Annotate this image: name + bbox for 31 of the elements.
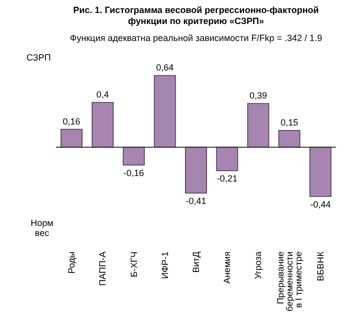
bar — [185, 146, 207, 194]
bar — [278, 130, 300, 148]
x-tick-label: Б-ХГЧ — [128, 252, 139, 278]
data-label: 0,39 — [249, 90, 267, 101]
data-label: -0,44 — [310, 199, 331, 210]
x-tick-label: ИФР-1 — [160, 252, 170, 279]
x-tick-label: Прерывание беременности в I триместре — [275, 252, 304, 312]
data-label: 0,4 — [96, 89, 109, 100]
chart-subtitle: Функция адекватна реальной зависимости F/Fkp = .342 / 1.9 — [70, 33, 322, 43]
x-tick-label: Анемия — [222, 251, 232, 284]
data-label: 0,15 — [280, 117, 298, 128]
bar — [216, 146, 238, 172]
data-label: -0,41 — [186, 196, 206, 206]
data-label: -0,21 — [216, 174, 238, 184]
text: Норм вес — [30, 218, 54, 238]
bar — [309, 146, 332, 197]
bar — [60, 128, 83, 148]
x-tick-label: Роды — [66, 252, 77, 274]
bar — [247, 103, 270, 148]
bar — [154, 75, 176, 148]
bar — [92, 102, 114, 148]
y-axis-title: СЗРП — [26, 52, 51, 62]
x-tick-label: ВитД — [191, 252, 201, 273]
x-tick-label: Угроза — [253, 252, 264, 280]
data-label: 0,16 — [62, 116, 80, 126]
x-tick-label: ПАПП-А — [98, 252, 108, 286]
data-label: 0,64 — [156, 62, 174, 73]
chart-title: Рис. 1. Гистограмма весовой регрессионно-факторной функции по критерию «СЗРП» — [73, 5, 319, 26]
data-label: -0,16 — [124, 168, 144, 178]
bar — [122, 146, 145, 166]
x-tick-label: ВБВНК — [315, 250, 326, 282]
